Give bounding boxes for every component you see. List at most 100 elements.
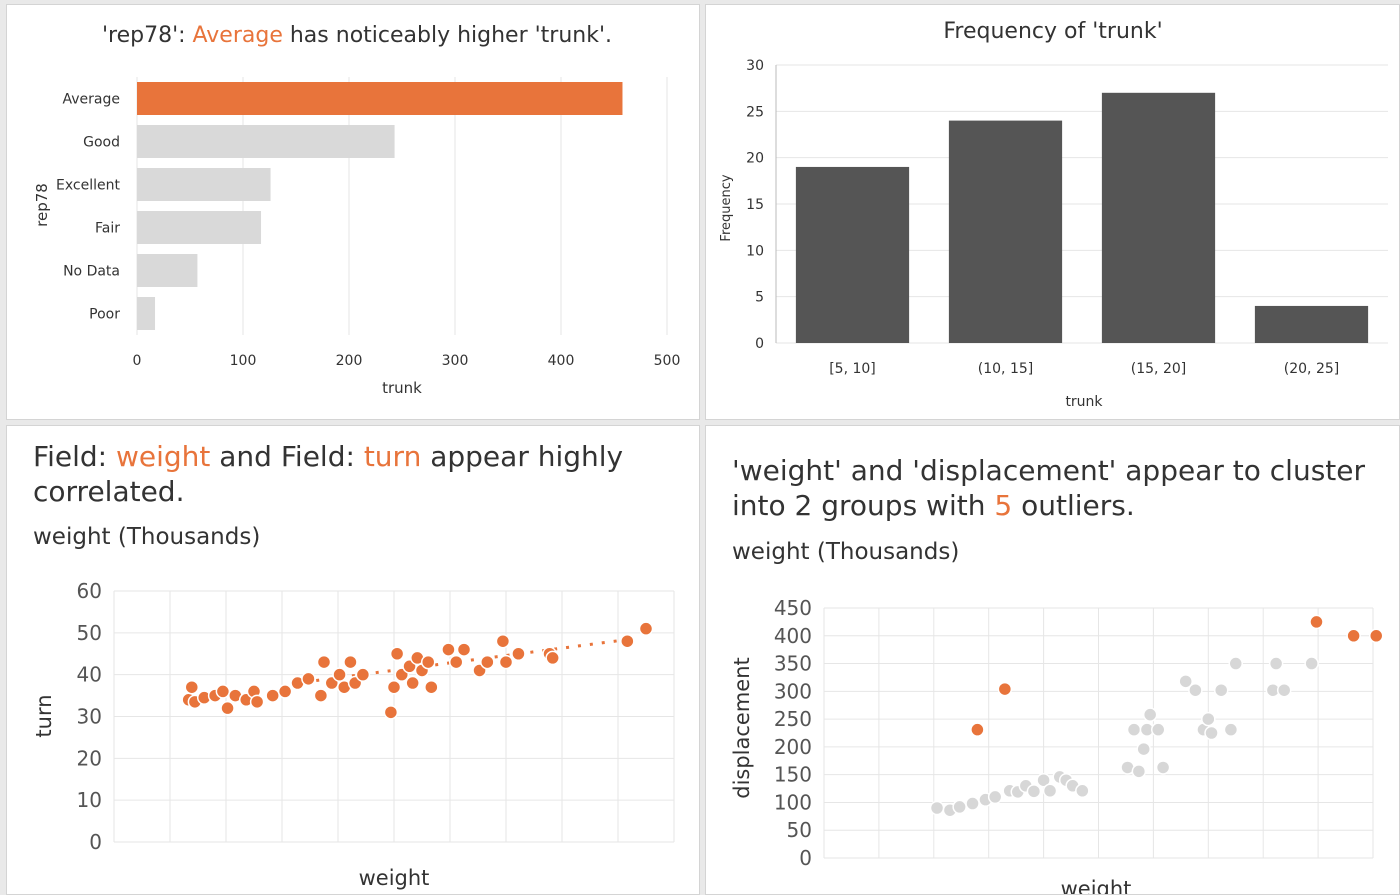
y-tick-label: 10 xyxy=(77,788,102,812)
chart-subtitle: weight (Thousands) xyxy=(732,539,959,565)
y-tick-label: 10 xyxy=(746,243,764,259)
bin-label: (10, 15] xyxy=(978,361,1033,377)
title-highlight: Average xyxy=(193,23,283,48)
data-point xyxy=(1304,656,1319,671)
data-point xyxy=(277,684,293,699)
data-point xyxy=(1042,783,1058,799)
data-point xyxy=(332,667,347,682)
data-point xyxy=(545,650,560,666)
y-tick-label: 0 xyxy=(89,830,102,854)
category-label: Fair xyxy=(95,221,120,237)
data-point xyxy=(1201,711,1216,727)
y-tick-label: 0 xyxy=(799,846,812,870)
title-text: outliers. xyxy=(1012,489,1135,522)
y-tick-label: 300 xyxy=(774,679,812,703)
y-tick-label: 150 xyxy=(774,763,812,787)
y-tick-label: 20 xyxy=(77,746,102,770)
x-axis-label: weight xyxy=(359,866,430,890)
data-point xyxy=(1204,725,1219,741)
data-point xyxy=(495,633,511,649)
bar-fair xyxy=(137,211,262,244)
data-point xyxy=(383,705,399,720)
data-point xyxy=(424,679,439,695)
category-label: Average xyxy=(63,92,121,108)
title-text: appear highly xyxy=(421,440,623,473)
rep78-bar-panel: 'rep78': Average has noticeably higher '… xyxy=(6,4,700,420)
trendline xyxy=(316,638,628,683)
data-point xyxy=(952,799,967,815)
data-point xyxy=(1268,656,1284,671)
outlier-point xyxy=(1309,614,1324,630)
bar-poor xyxy=(137,297,156,330)
weight-turn-panel: Field: weight and Field: turn appear hig… xyxy=(6,425,700,895)
data-point xyxy=(389,646,405,661)
category-label: No Data xyxy=(63,264,120,280)
bar-good xyxy=(137,125,395,158)
bar-excellent xyxy=(137,168,271,201)
weight-displacement-scatter-chart: 'weight' and 'displacement' appear to cl… xyxy=(730,454,1384,895)
y-tick-label: 350 xyxy=(774,652,812,676)
y-tick-label: 30 xyxy=(746,58,764,74)
data-point xyxy=(220,700,235,716)
chart-title: Frequency of 'trunk' xyxy=(943,19,1162,44)
histogram-bar xyxy=(948,120,1063,343)
chart-title-line-2: into 2 groups with 5 outliers. xyxy=(732,489,1135,522)
chart-title-line-1: Field: weight and Field: turn appear hig… xyxy=(33,440,623,473)
data-point xyxy=(265,688,280,703)
data-point xyxy=(1276,682,1292,698)
y-tick-label: 5 xyxy=(755,290,764,306)
chart-title-line-2: correlated. xyxy=(33,475,184,508)
data-point xyxy=(1150,722,1166,737)
y-tick-label: 40 xyxy=(77,663,102,687)
category-label: Good xyxy=(83,135,120,151)
y-tick-label: 25 xyxy=(746,104,764,120)
y-axis-label: turn xyxy=(32,694,56,737)
data-point xyxy=(511,646,526,661)
data-point xyxy=(1126,722,1142,737)
data-point xyxy=(184,679,200,695)
data-point xyxy=(355,667,371,682)
histogram-bar xyxy=(1101,92,1216,343)
y-tick-label: 50 xyxy=(77,621,102,645)
title-text: and Field: xyxy=(210,440,363,473)
y-tick-label: 200 xyxy=(774,735,812,759)
y-tick-label: 20 xyxy=(746,151,764,167)
data-point xyxy=(386,679,402,695)
data-point xyxy=(301,671,316,687)
title-highlight: weight xyxy=(116,440,210,473)
trunk-histogram-chart: Frequency of 'trunk' 0 5 10 15 20 25 30 [5, 10… xyxy=(719,19,1388,410)
data-point xyxy=(316,654,332,670)
data-point xyxy=(1075,783,1090,799)
x-axis-label: weight xyxy=(1061,877,1132,895)
chart-title: 'rep78': Average has noticeably higher '… xyxy=(102,23,612,48)
y-tick-label: 15 xyxy=(746,197,764,213)
y-tick-label: 250 xyxy=(774,707,812,731)
data-point xyxy=(987,789,1003,805)
title-text: Field: xyxy=(33,440,116,473)
histogram-bar xyxy=(795,166,910,343)
title-highlight: 5 xyxy=(994,489,1012,522)
y-tick-label: 30 xyxy=(77,705,102,729)
y-tick-label: 400 xyxy=(774,624,812,648)
x-axis-label: trunk xyxy=(1065,394,1103,410)
rep78-bar-chart: 'rep78': Average has noticeably higher '… xyxy=(33,23,681,397)
weight-turn-scatter-chart: Field: weight and Field: turn appear hig… xyxy=(32,440,675,890)
y-tick-label: 100 xyxy=(774,790,812,814)
data-point xyxy=(448,654,464,670)
y-tick-label: 450 xyxy=(774,596,812,620)
title-text: has noticeably higher 'trunk'. xyxy=(283,23,612,48)
data-point xyxy=(420,654,436,670)
data-point xyxy=(456,642,472,657)
weight-displacement-panel: 'weight' and 'displacement' appear to cl… xyxy=(705,425,1400,895)
y-axis-label: Frequency xyxy=(719,174,734,241)
data-point xyxy=(480,654,495,670)
data-point xyxy=(1142,707,1158,722)
x-tick-label: 500 xyxy=(654,353,681,369)
title-highlight: turn xyxy=(364,440,422,473)
outlier-point xyxy=(1346,628,1361,644)
y-axis-label: displacement xyxy=(730,657,754,799)
category-label: Poor xyxy=(89,307,120,323)
category-label: Excellent xyxy=(56,178,120,194)
chart-title-line-1: 'weight' and 'displacement' appear to cl… xyxy=(732,454,1365,487)
data-point xyxy=(215,684,231,699)
